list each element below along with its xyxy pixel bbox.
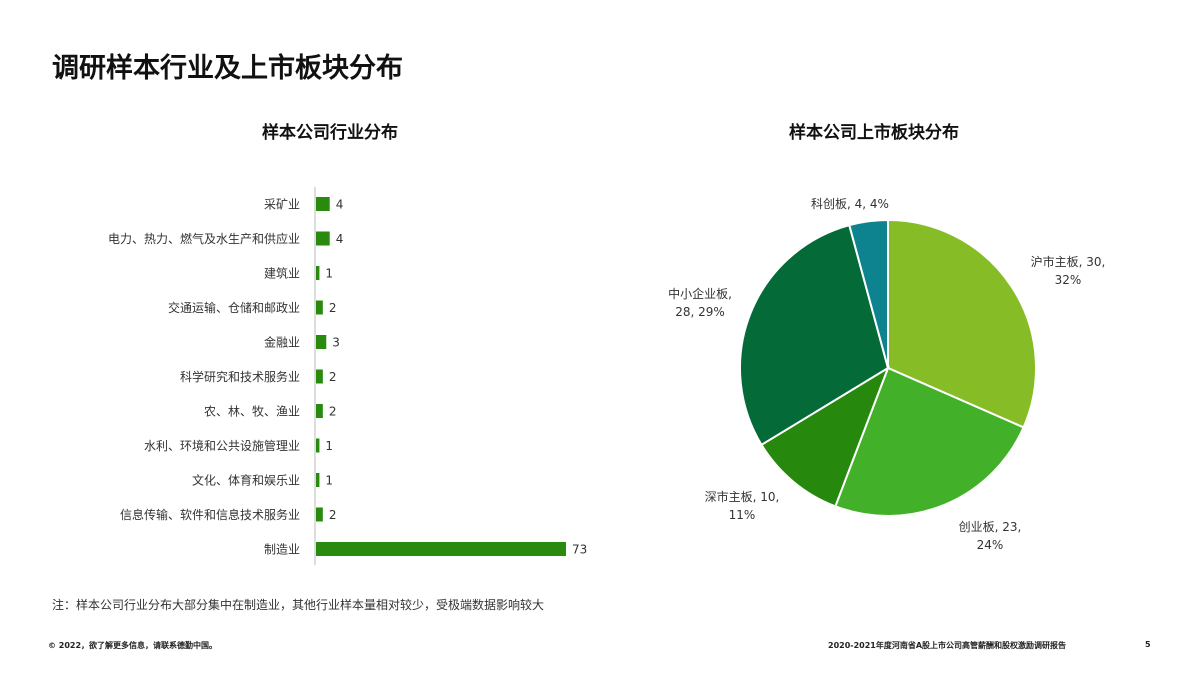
pie-chart-title: 样本公司上市板块分布 [789, 123, 959, 143]
footer-copyright: © 2022，欲了解更多信息，请联系德勤中国。 [48, 641, 218, 650]
page-number: 5 [1145, 640, 1151, 649]
bar-value-label: 1 [325, 474, 333, 488]
footer-report-title: 2020-2021年度河南省A股上市公司高管薪酬和股权激励调研报告 [828, 641, 1067, 650]
bar [316, 266, 320, 280]
bar-category-label: 文化、体育和娱乐业 [192, 473, 300, 488]
bar-value-label: 1 [325, 267, 333, 281]
bar [316, 335, 327, 349]
pie-label: 中小企业板, [668, 286, 732, 301]
pie-label: 创业板, 23, [959, 520, 1022, 534]
footnote: 注：样本公司行业分布大部分集中在制造业，其他行业样本量相对较少，受极端数据影响较… [52, 598, 545, 612]
bar-category-label: 制造业 [264, 543, 300, 557]
bar-category-label: 采矿业 [264, 198, 300, 212]
bar-category-label: 交通运输、仓储和邮政业 [168, 300, 300, 315]
bar-category-label: 科学研究和技术服务业 [180, 369, 300, 384]
bar-value-label: 1 [325, 439, 333, 453]
bar [316, 507, 323, 522]
pie-label: 沪市主板, 30, [1031, 254, 1106, 269]
pie-label: 28, 29% [675, 305, 725, 319]
pie-label: 深市主板, 10, [705, 489, 780, 504]
bar [316, 231, 330, 246]
bar [316, 197, 330, 211]
bar [316, 369, 323, 384]
bar-category-label: 电力、热力、燃气及水生产和供应业 [108, 231, 300, 246]
bar-chart-title: 样本公司行业分布 [262, 123, 398, 143]
pie-slice [887, 218, 1037, 429]
bar [316, 300, 323, 315]
bar [316, 542, 566, 556]
bar-category-label: 水利、环境和公共设施管理业 [144, 438, 300, 453]
bar-value-label: 2 [329, 370, 337, 384]
bar-value-label: 2 [329, 405, 337, 419]
bar [316, 404, 323, 418]
bar-value-label: 4 [336, 198, 344, 212]
pie-label: 32% [1055, 273, 1082, 287]
pie-slice [760, 365, 890, 508]
bar-category-label: 信息传输、软件和信息技术服务业 [120, 507, 300, 522]
bar-value-label: 4 [336, 232, 344, 246]
bar-value-label: 2 [329, 301, 337, 315]
bar-category-label: 建筑业 [264, 266, 300, 281]
bar-value-label: 2 [329, 508, 337, 522]
bar [316, 438, 320, 453]
bar-category-label: 金融业 [264, 335, 300, 350]
page-title: 调研样本行业及上市板块分布 [52, 53, 403, 84]
bar-value-label: 73 [572, 543, 587, 557]
pie-label: 科创板, 4, 4% [811, 197, 889, 211]
pie-label: 24% [977, 538, 1004, 552]
pie-label: 11% [729, 508, 756, 522]
bar [316, 473, 320, 487]
pie-slice [834, 366, 1025, 517]
bar-value-label: 3 [332, 336, 340, 350]
pie-slice [848, 218, 889, 369]
bar-category-label: 农、林、牧、渔业 [204, 405, 300, 419]
pie-slice [739, 223, 890, 447]
